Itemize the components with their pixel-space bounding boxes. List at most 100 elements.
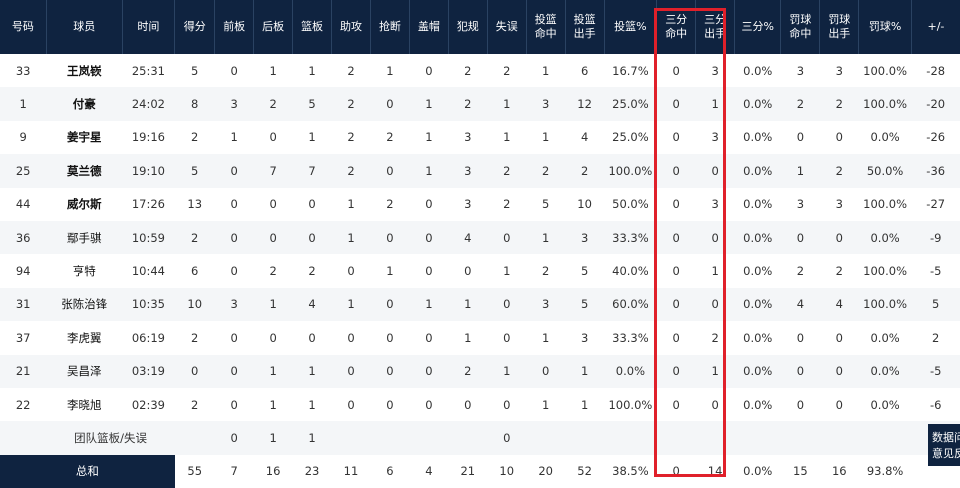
stat-cell: 5 — [174, 154, 215, 188]
stat-cell: 5 — [911, 287, 960, 322]
column-header[interactable]: 后板 — [253, 0, 294, 54]
player-name[interactable]: 张陈治锋 — [46, 287, 123, 322]
stat-cell: 1 — [253, 387, 293, 422]
column-header[interactable]: 罚球% — [858, 0, 912, 54]
stat-cell: 25:31 — [122, 54, 175, 88]
stat-cell: 2 — [780, 87, 820, 121]
column-header[interactable]: 三分% — [734, 0, 782, 54]
stat-cell: 3 — [448, 187, 488, 221]
player-name[interactable]: 李晓旭 — [46, 387, 123, 422]
column-header[interactable]: 篮板 — [292, 0, 333, 54]
stat-cell: 8 — [174, 87, 215, 121]
stat-cell: 2 — [174, 321, 215, 355]
stat-cell: 2 — [487, 154, 527, 188]
stat-cell: 0.0% — [734, 54, 781, 88]
stat-cell: 100.0% — [858, 87, 912, 121]
stat-cell: 0 — [370, 354, 410, 388]
stat-cell: 0 — [292, 321, 332, 355]
player-name[interactable]: 李虎翼 — [46, 321, 123, 355]
player-name[interactable]: 亨特 — [46, 254, 123, 288]
stat-cell: 100.0% — [604, 387, 657, 422]
stat-cell: 0 — [214, 354, 254, 388]
stat-cell: 1 — [253, 354, 293, 388]
stat-cell: 1 — [253, 421, 293, 455]
column-header[interactable]: 抢断 — [370, 0, 410, 54]
stat-cell: -5 — [911, 354, 960, 388]
stat-cell: 38.5% — [604, 454, 657, 488]
stat-cell: 17:26 — [122, 187, 175, 221]
stat-cell: 94 — [0, 254, 47, 288]
stat-cell — [819, 421, 859, 455]
stat-cell — [695, 421, 735, 455]
stat-cell: 0 — [448, 387, 488, 422]
stat-cell: 4 — [409, 454, 449, 488]
stat-cell: 1 — [695, 87, 735, 121]
feedback-button[interactable]: 数据问 意见反 — [928, 424, 960, 466]
stat-cell: 0 — [656, 321, 696, 355]
stat-cell: 1 — [253, 54, 293, 88]
stat-cell: 0.0% — [734, 454, 781, 488]
stat-cell: 0 — [214, 54, 254, 88]
column-header[interactable]: 投篮 出手 — [565, 0, 605, 54]
stat-cell: 0 — [656, 54, 696, 88]
column-header[interactable]: 三分 命中 — [656, 0, 697, 54]
stat-cell: 2 — [292, 254, 332, 288]
column-header[interactable]: 犯规 — [448, 0, 488, 54]
stat-cell: 1 — [487, 254, 527, 288]
stat-cell: 1 — [331, 187, 371, 221]
stat-cell: 6 — [370, 454, 410, 488]
stat-cell: 2 — [331, 154, 371, 188]
column-header[interactable]: 投篮% — [604, 0, 658, 54]
stat-cell: 2 — [526, 254, 566, 288]
stat-cell: 33 — [0, 54, 47, 88]
stat-cell: 1 — [526, 220, 566, 255]
column-header[interactable]: 得分 — [174, 0, 216, 54]
stat-cell: 31 — [0, 287, 47, 322]
stat-cell: 10 — [174, 287, 215, 322]
column-header[interactable]: 时间 — [122, 0, 176, 54]
column-header[interactable]: 前板 — [214, 0, 255, 54]
stat-cell: 0.0% — [734, 220, 781, 255]
column-header[interactable]: 罚球 出手 — [819, 0, 860, 54]
stat-cell — [734, 421, 781, 455]
player-name[interactable]: 鄢手骐 — [46, 220, 123, 255]
table-row: 44 威尔斯 17:26 13 0 0 0 1 2 0 3 2 5 10 50.0% 0 3 0.0% 3 3 100.… — [0, 187, 960, 221]
table-row: 33 王岚嵚 25:31 5 0 1 1 2 1 0 2 2 1 6 16.7% 0 3 0.0% 3 3 100.0%… — [0, 54, 960, 88]
column-header[interactable]: 三分 出手 — [695, 0, 736, 54]
column-header[interactable]: +/- — [911, 0, 960, 54]
stat-cell: 0 — [409, 387, 449, 422]
stat-cell: 0 — [331, 254, 371, 288]
player-name[interactable]: 威尔斯 — [46, 187, 123, 221]
stat-cell: 0 — [656, 287, 696, 322]
column-header[interactable]: 助攻 — [331, 0, 371, 54]
stat-cell: 7 — [253, 154, 293, 188]
stat-cell: 2 — [526, 154, 566, 188]
column-header[interactable]: 号码 — [0, 0, 47, 54]
stat-cell: 0 — [780, 354, 820, 388]
stat-cell: 9 — [0, 120, 47, 155]
stat-cell: 1 — [487, 120, 527, 155]
stat-cell: 2 — [695, 321, 735, 355]
stat-cell: 2 — [253, 87, 293, 121]
column-header[interactable]: 盖帽 — [409, 0, 449, 54]
team-row: 团队篮板/失误 0 1 1 0 — [0, 421, 960, 455]
stat-cell: 0 — [214, 421, 254, 455]
player-name[interactable]: 付豪 — [46, 87, 123, 121]
column-header[interactable]: 罚球 命中 — [780, 0, 821, 54]
stat-cell: 0 — [331, 387, 371, 422]
table-row: 36 鄢手骐 10:59 2 0 0 0 1 0 0 4 0 1 3 33.3% 0 0 0.0% 0 0 0.0% -9 — [0, 220, 960, 255]
stat-cell: 40.0% — [604, 254, 657, 288]
player-name[interactable]: 吴昌泽 — [46, 354, 123, 388]
stat-cell: 3 — [695, 187, 735, 221]
column-header[interactable]: 失误 — [487, 0, 527, 54]
stat-cell: 0 — [695, 287, 735, 322]
player-name[interactable]: 姜宇星 — [46, 120, 123, 155]
player-name[interactable]: 莫兰德 — [46, 154, 123, 188]
stat-cell: 1 — [292, 354, 332, 388]
stat-cell: 2 — [565, 154, 605, 188]
column-header[interactable]: 投篮 命中 — [526, 0, 566, 54]
stat-cell: 21 — [448, 454, 488, 488]
stat-cell: 10:44 — [122, 254, 175, 288]
column-header[interactable]: 球员 — [46, 0, 123, 54]
player-name[interactable]: 王岚嵚 — [46, 54, 123, 88]
